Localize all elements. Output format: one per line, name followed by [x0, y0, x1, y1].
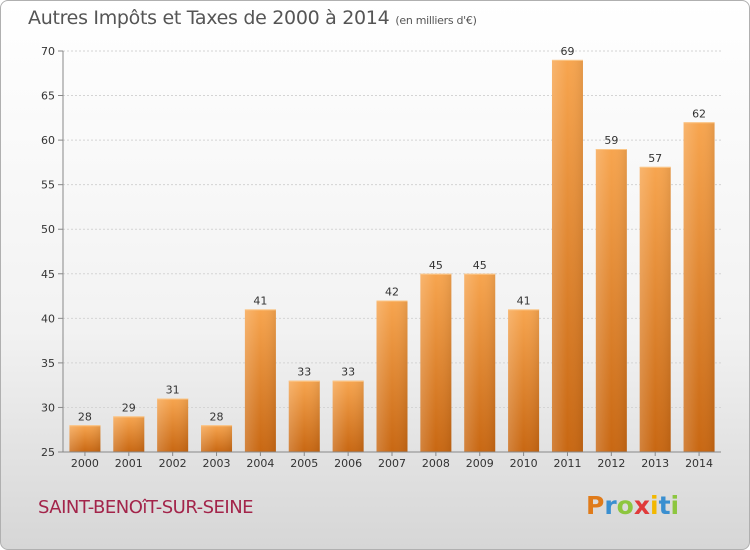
y-tick-label-60: 60	[41, 134, 55, 147]
data-label-2000: 28	[78, 410, 92, 423]
bar-shade-2011	[551, 59, 583, 453]
chart-subtitle: (en milliers d'€)	[395, 14, 477, 27]
data-label-2011: 69	[560, 45, 574, 58]
x-tick-label-2000: 2000	[71, 457, 99, 470]
data-label-2010: 41	[517, 294, 531, 307]
data-label-2008: 45	[429, 259, 443, 272]
proxiti-logo: Proxiti	[586, 491, 679, 520]
x-tick-label-2011: 2011	[553, 457, 581, 470]
bar-shade-2006	[332, 380, 364, 452]
data-label-2013: 57	[648, 152, 662, 165]
data-label-2003: 28	[210, 410, 224, 423]
bar-shade-2013	[639, 166, 671, 452]
data-label-2004: 41	[253, 294, 267, 307]
y-tick-label-70: 70	[41, 45, 55, 58]
y-tick-label-40: 40	[41, 312, 55, 325]
commune-name: SAINT-BENOîT-SUR-SEINE	[38, 497, 254, 518]
bars	[69, 59, 715, 453]
logo-letter: o	[616, 491, 634, 520]
logo-letter: i	[670, 491, 680, 520]
bar-shade-2007	[376, 300, 408, 452]
x-tick-label-2007: 2007	[378, 457, 406, 470]
data-label-2007: 42	[385, 286, 399, 299]
data-labels: 28 29 31 28 41 33 33 42 45 45 41 69 59 57 62	[78, 45, 706, 423]
x-tick-label-2014: 2014	[685, 457, 713, 470]
x-tick-label-2005: 2005	[290, 457, 318, 470]
x-tick-label-2013: 2013	[641, 457, 669, 470]
bar-shade-2004	[244, 309, 276, 452]
bar-shade-2009	[464, 273, 496, 452]
bar-shade-2014	[683, 122, 715, 453]
bar-shade-2010	[508, 309, 540, 452]
y-tick-label-30: 30	[41, 401, 55, 414]
logo-letter: r	[604, 491, 617, 520]
y-tick-label-55: 55	[41, 179, 55, 192]
data-label-2009: 45	[473, 259, 487, 272]
y-tick-label-35: 35	[41, 357, 55, 370]
logo-letter: x	[633, 491, 650, 520]
data-label-2002: 31	[166, 384, 180, 397]
y-tick-label-65: 65	[41, 90, 55, 103]
logo-letter: i	[650, 491, 659, 520]
x-tick-label-2006: 2006	[334, 457, 362, 470]
bar-shade-2008	[420, 273, 452, 452]
bar-shade-2000	[69, 425, 101, 452]
data-label-2001: 29	[122, 401, 136, 414]
y-tick-label-50: 50	[41, 223, 55, 236]
x-tick-label-2010: 2010	[510, 457, 538, 470]
logo-letter: P	[586, 491, 605, 520]
y-tick-label-45: 45	[41, 268, 55, 281]
bar-shade-2012	[595, 149, 627, 452]
chart-title: Autres Impôts et Taxes de 2000 à 2014 (en…	[28, 7, 477, 29]
bar-shade-2003	[201, 425, 233, 452]
x-tick-label-2003: 2003	[203, 457, 231, 470]
data-label-2014: 62	[692, 107, 706, 120]
data-label-2006: 33	[341, 366, 355, 379]
bar-shade-2002	[157, 398, 189, 452]
bar-shade-2001	[113, 416, 145, 452]
chart-title-text: Autres Impôts et Taxes de 2000 à 2014	[28, 7, 390, 29]
data-label-2012: 59	[604, 134, 618, 147]
y-tick-label-25: 25	[41, 446, 55, 459]
logo-letter: t	[658, 491, 671, 520]
x-tick-label-2001: 2001	[115, 457, 143, 470]
bar-shade-2005	[288, 380, 320, 452]
axes: 25 30 35 40 45 50 55 60 65 70 2000 2001 2002 2003 2004…	[41, 45, 721, 470]
x-tick-label-2008: 2008	[422, 457, 450, 470]
data-label-2005: 33	[297, 366, 311, 379]
x-tick-label-2009: 2009	[466, 457, 494, 470]
x-tick-label-2012: 2012	[597, 457, 625, 470]
x-tick-label-2002: 2002	[159, 457, 187, 470]
x-tick-label-2004: 2004	[246, 457, 274, 470]
